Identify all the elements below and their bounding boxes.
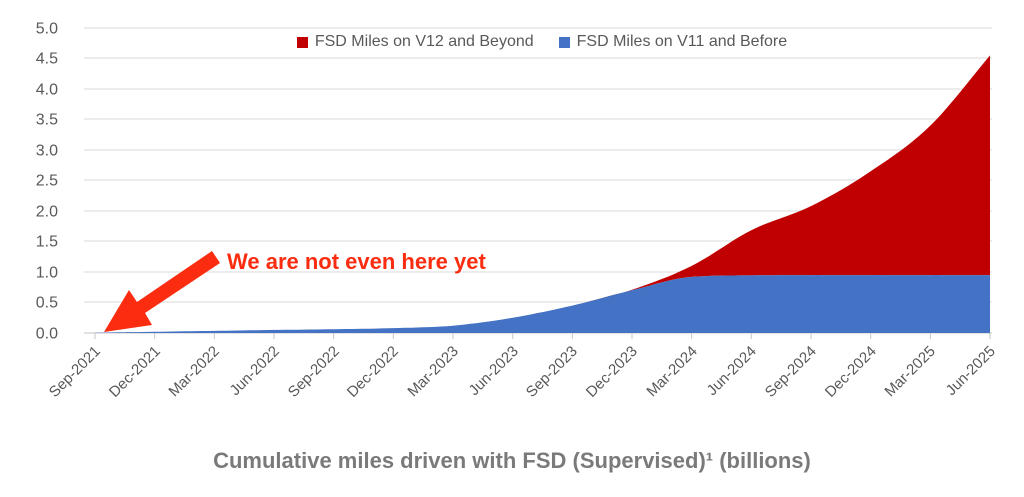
x-tick-label: Jun-2023 <box>466 343 522 399</box>
x-tick-label: Mar-2024 <box>643 343 700 400</box>
y-tick-label: 3.0 <box>36 143 58 160</box>
y-tick-label: 1.0 <box>36 265 58 282</box>
x-axis-ticks <box>94 333 991 339</box>
y-tick-label: 2.0 <box>36 204 58 221</box>
x-tick-label: Dec-2024 <box>822 343 880 401</box>
y-axis-labels: 5.0 4.5 4.0 3.5 3.0 2.5 2.0 1.5 1.0 0.5 … <box>36 21 58 343</box>
y-tick-label: 3.5 <box>36 112 58 129</box>
y-tick-label: 0.0 <box>36 326 58 343</box>
area-series-group <box>95 55 990 333</box>
chart-title: Cumulative miles driven with FSD (Superv… <box>213 448 811 473</box>
x-tick-label: Jun-2024 <box>704 343 760 399</box>
x-tick-label: Mar-2023 <box>404 343 461 400</box>
annotation-arrow-icon <box>104 251 220 332</box>
x-tick-label: Mar-2025 <box>881 343 938 400</box>
x-tick-label: Mar-2022 <box>165 343 222 400</box>
plot-svg: 5.0 4.5 4.0 3.5 3.0 2.5 2.0 1.5 1.0 0.5 … <box>36 21 999 401</box>
y-tick-label: 0.5 <box>36 295 58 312</box>
x-tick-label: Dec-2021 <box>106 343 164 401</box>
y-tick-label: 5.0 <box>36 21 58 38</box>
x-tick-label: Sep-2024 <box>762 343 820 401</box>
x-tick-label: Sep-2021 <box>46 343 104 401</box>
x-tick-label: Jun-2022 <box>227 343 283 399</box>
y-tick-label: 4.0 <box>36 82 58 99</box>
x-tick-label: Dec-2023 <box>583 343 641 401</box>
x-tick-label: Sep-2022 <box>285 343 343 401</box>
area-v12-and-beyond <box>95 55 990 333</box>
y-tick-label: 4.5 <box>36 51 58 68</box>
x-tick-label: Sep-2023 <box>523 343 581 401</box>
annotation-text: We are not even here yet <box>227 249 486 274</box>
y-tick-label: 2.5 <box>36 173 58 190</box>
x-tick-label: Jun-2025 <box>943 343 999 399</box>
y-tick-label: 1.5 <box>36 234 58 251</box>
x-axis-labels: Sep-2021 Dec-2021 Mar-2022 Jun-2022 Sep-… <box>46 343 999 401</box>
area-v11-and-before <box>95 275 990 333</box>
x-tick-label: Dec-2022 <box>344 343 402 401</box>
